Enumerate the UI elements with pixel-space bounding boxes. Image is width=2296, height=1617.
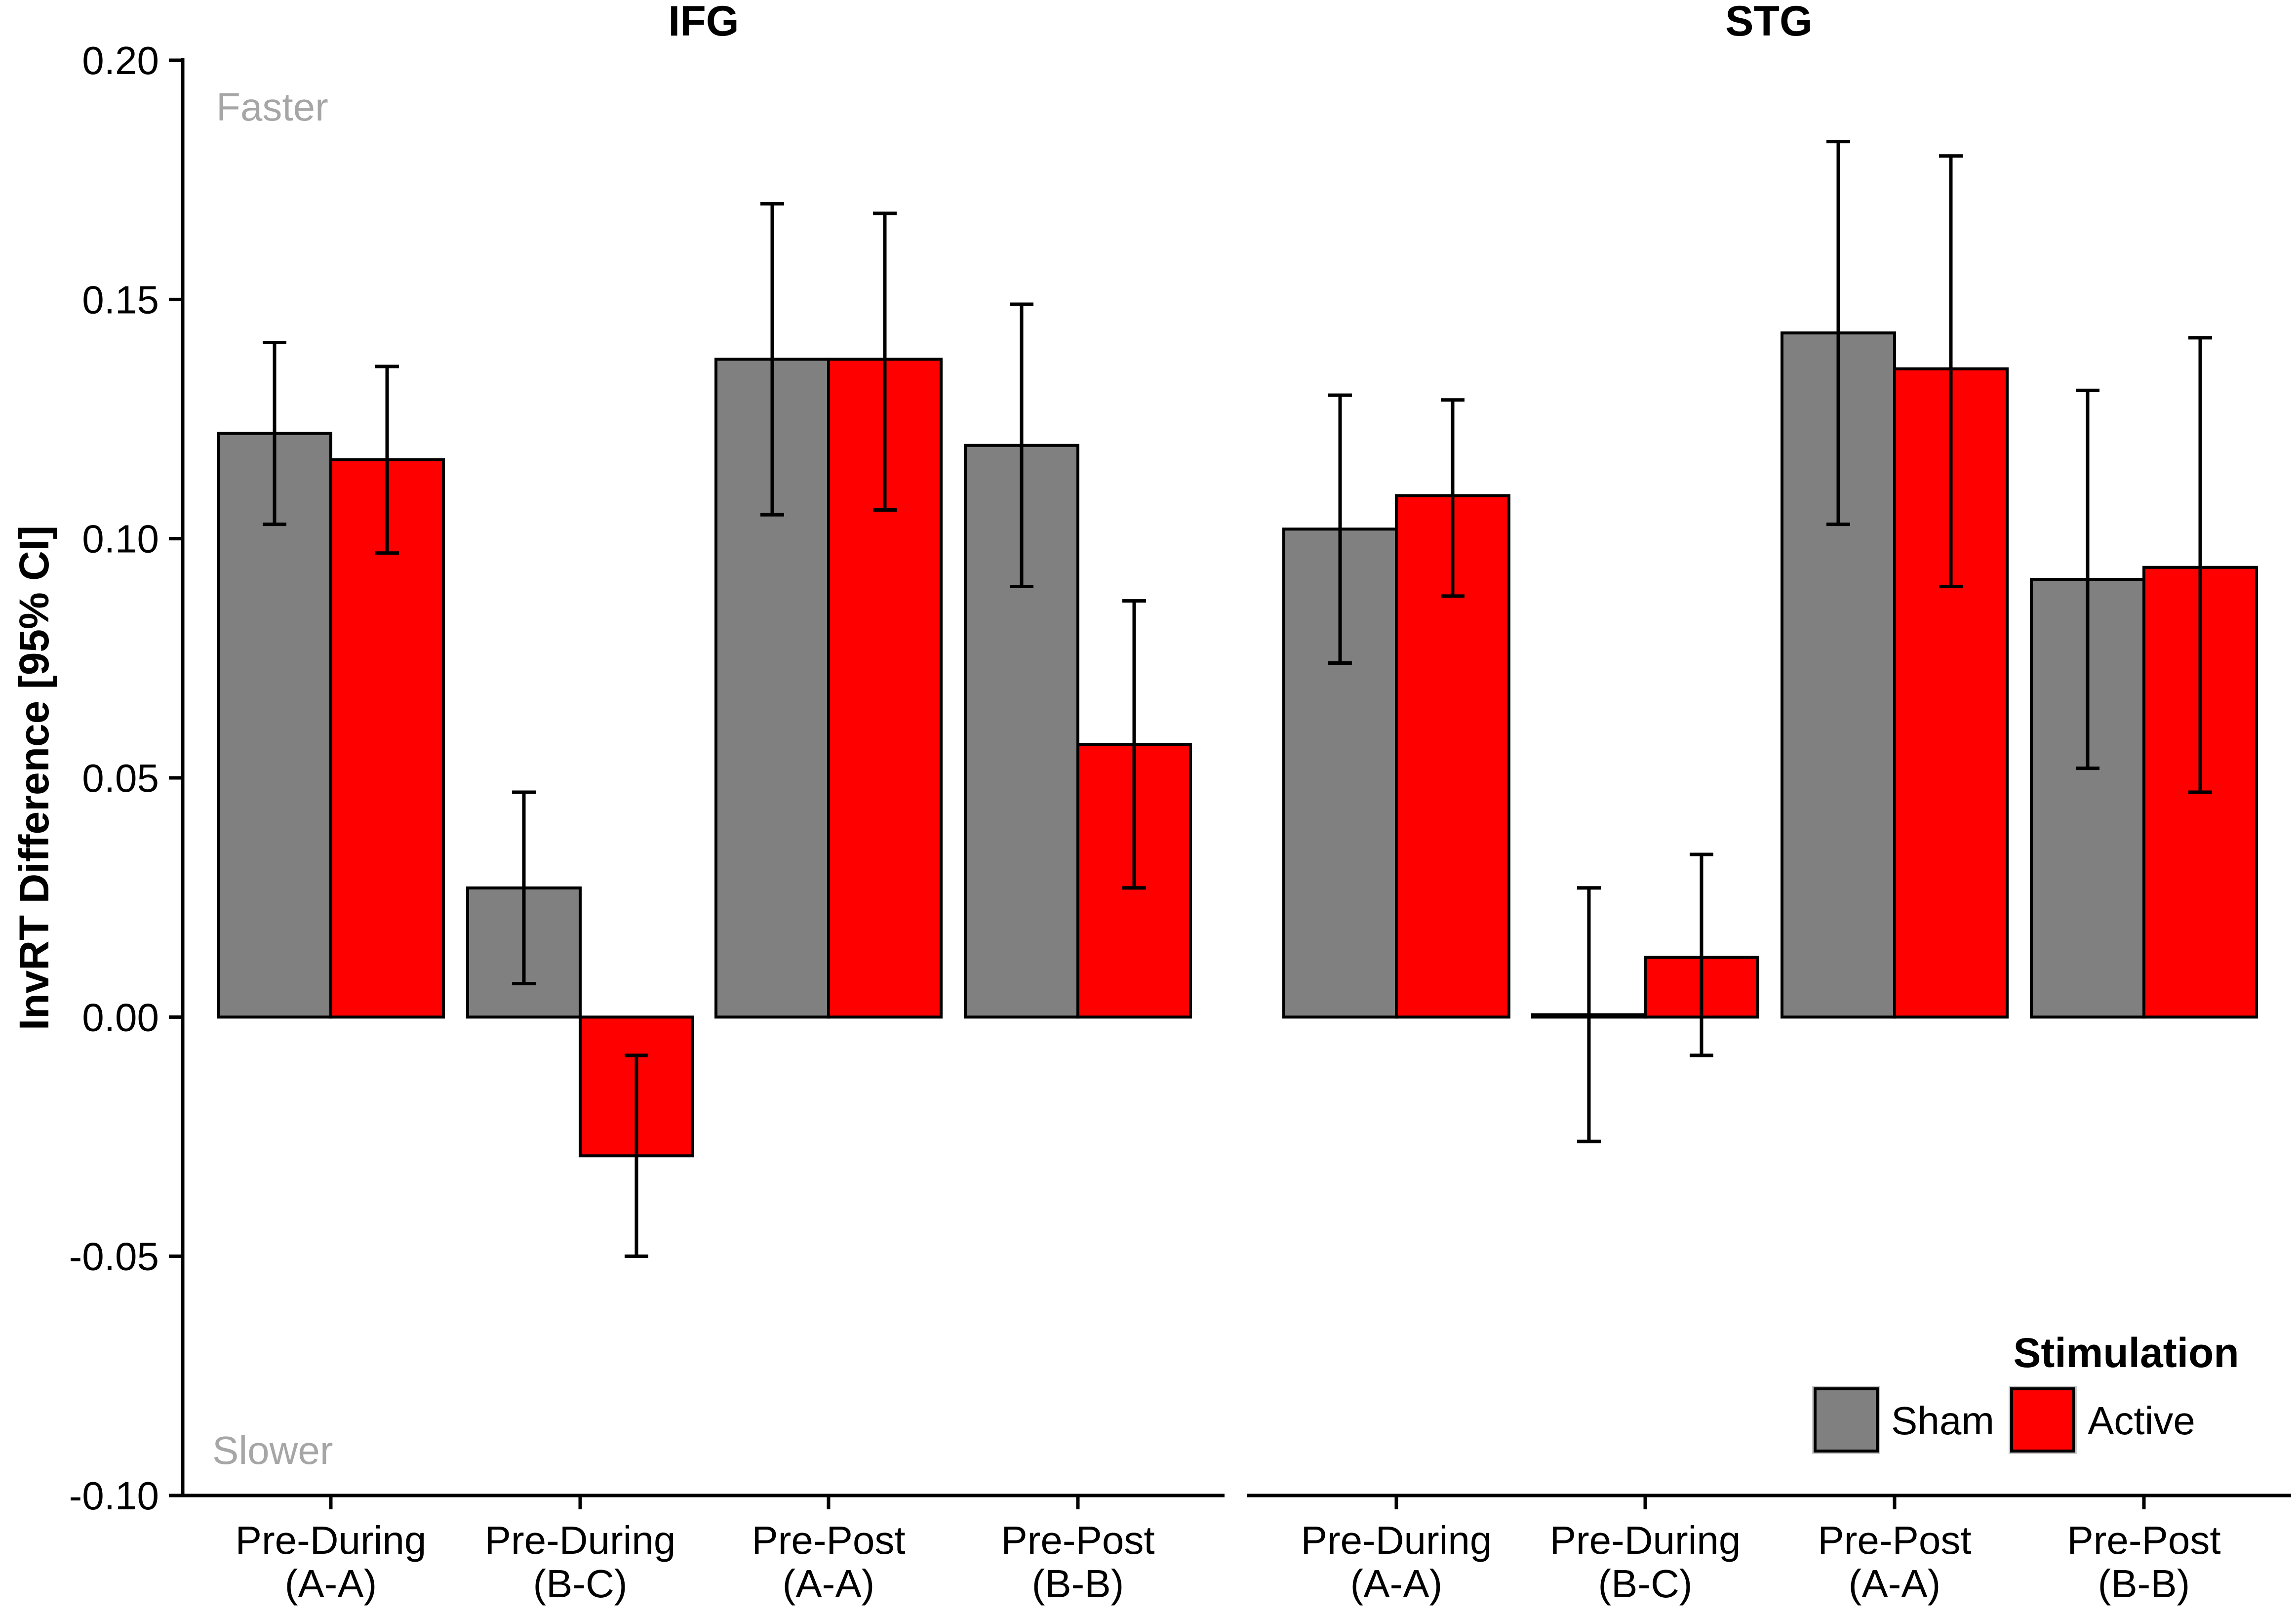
error-bar <box>2076 388 2099 770</box>
legend-label: Active <box>2088 1399 2195 1443</box>
panel-title-stg: STG <box>1725 0 1813 45</box>
error-bar <box>2188 336 2212 794</box>
x-tick-label: (A-A) <box>1350 1562 1443 1606</box>
legend-item-active: Active <box>2009 1386 2195 1454</box>
error-bar <box>1010 302 1033 589</box>
error-bar <box>873 211 897 512</box>
x-tick-label: (B-C) <box>1598 1562 1692 1606</box>
annotations: Faster Slower <box>212 85 333 1472</box>
panel-titles: IFG STG <box>668 0 1813 45</box>
y-tick-label: 0.20 <box>82 39 159 82</box>
y-tick-label: 0.05 <box>82 756 159 800</box>
error-bar <box>760 202 784 517</box>
x-tick-label: (A-A) <box>1849 1562 1941 1606</box>
x-tick-label: Pre-During <box>236 1518 427 1562</box>
error-bar <box>1577 886 1601 1143</box>
legend: Stimulation Sham Active <box>1812 1330 2239 1454</box>
x-tick-label: (B-B) <box>2098 1562 2190 1606</box>
panel-title-ifg: IFG <box>668 0 739 45</box>
y-tick-label: -0.05 <box>69 1235 159 1279</box>
error-bar <box>1441 398 1465 598</box>
error-bar <box>1122 599 1146 890</box>
error-bar <box>375 364 399 555</box>
legend-label: Sham <box>1891 1399 1994 1443</box>
y-tick-label: 0.10 <box>82 517 159 561</box>
error-bar <box>1328 393 1352 665</box>
legend-swatch <box>1814 1387 1879 1453</box>
legend-item-sham: Sham <box>1812 1386 1994 1454</box>
y-tick-label: -0.10 <box>69 1474 159 1518</box>
error-bar <box>1826 140 1850 526</box>
x-tick-label: Pre-Post <box>752 1518 905 1562</box>
error-bar <box>1690 852 1713 1057</box>
x-tick-label: Pre-Post <box>1818 1518 1971 1562</box>
error-bar <box>625 1053 648 1258</box>
y-tick-label: 0.00 <box>82 995 159 1039</box>
x-tick-label: Pre-Post <box>2067 1518 2220 1562</box>
x-tick-label: (B-B) <box>1032 1562 1124 1606</box>
x-tick-label: (B-C) <box>533 1562 627 1606</box>
error-bar <box>512 790 536 986</box>
error-bar <box>263 341 286 526</box>
legend-swatch <box>2010 1387 2075 1453</box>
y-axis: 0.20 0.15 0.10 0.05 0.00 -0.05 -0.10 InvRT Diff… <box>11 39 185 1518</box>
error-bar <box>1939 154 1963 589</box>
x-axes: Pre-During(A-A)Pre-During(B-C)Pre-Post(A… <box>183 1494 2291 1606</box>
x-tick-label: Pre-During <box>1550 1518 1741 1562</box>
x-tick-label: Pre-Post <box>1001 1518 1154 1562</box>
annotation-slower: Slower <box>212 1428 333 1472</box>
x-tick-label: (A-A) <box>285 1562 377 1606</box>
x-tick-label: (A-A) <box>783 1562 875 1606</box>
annotation-faster: Faster <box>216 85 328 129</box>
y-axis-title: InvRT Difference [95% CI] <box>11 526 57 1030</box>
x-tick-label: Pre-During <box>1301 1518 1492 1562</box>
error-bars <box>263 140 2212 1258</box>
legend-title: Stimulation <box>2013 1330 2239 1376</box>
x-tick-label: Pre-During <box>485 1518 676 1562</box>
y-tick-label: 0.15 <box>82 278 159 322</box>
